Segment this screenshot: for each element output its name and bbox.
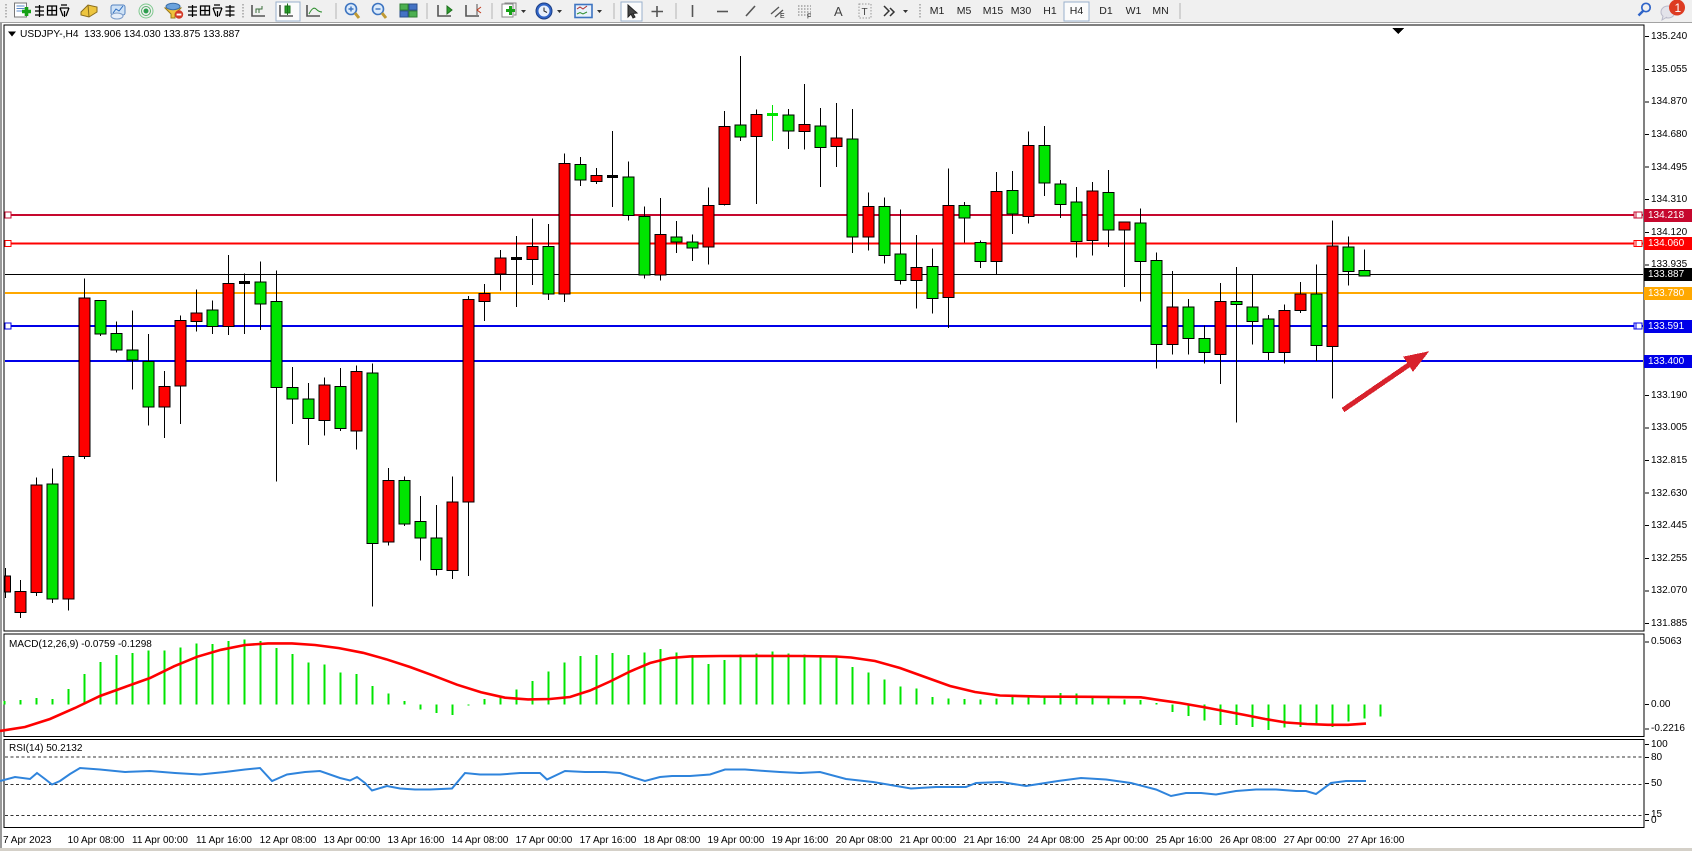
svg-text:F: F (807, 14, 811, 21)
svg-text:A: A (834, 4, 843, 19)
svg-text:T: T (862, 7, 868, 18)
svg-text:E: E (780, 13, 785, 20)
svg-text:1: 1 (1675, 1, 1682, 15)
